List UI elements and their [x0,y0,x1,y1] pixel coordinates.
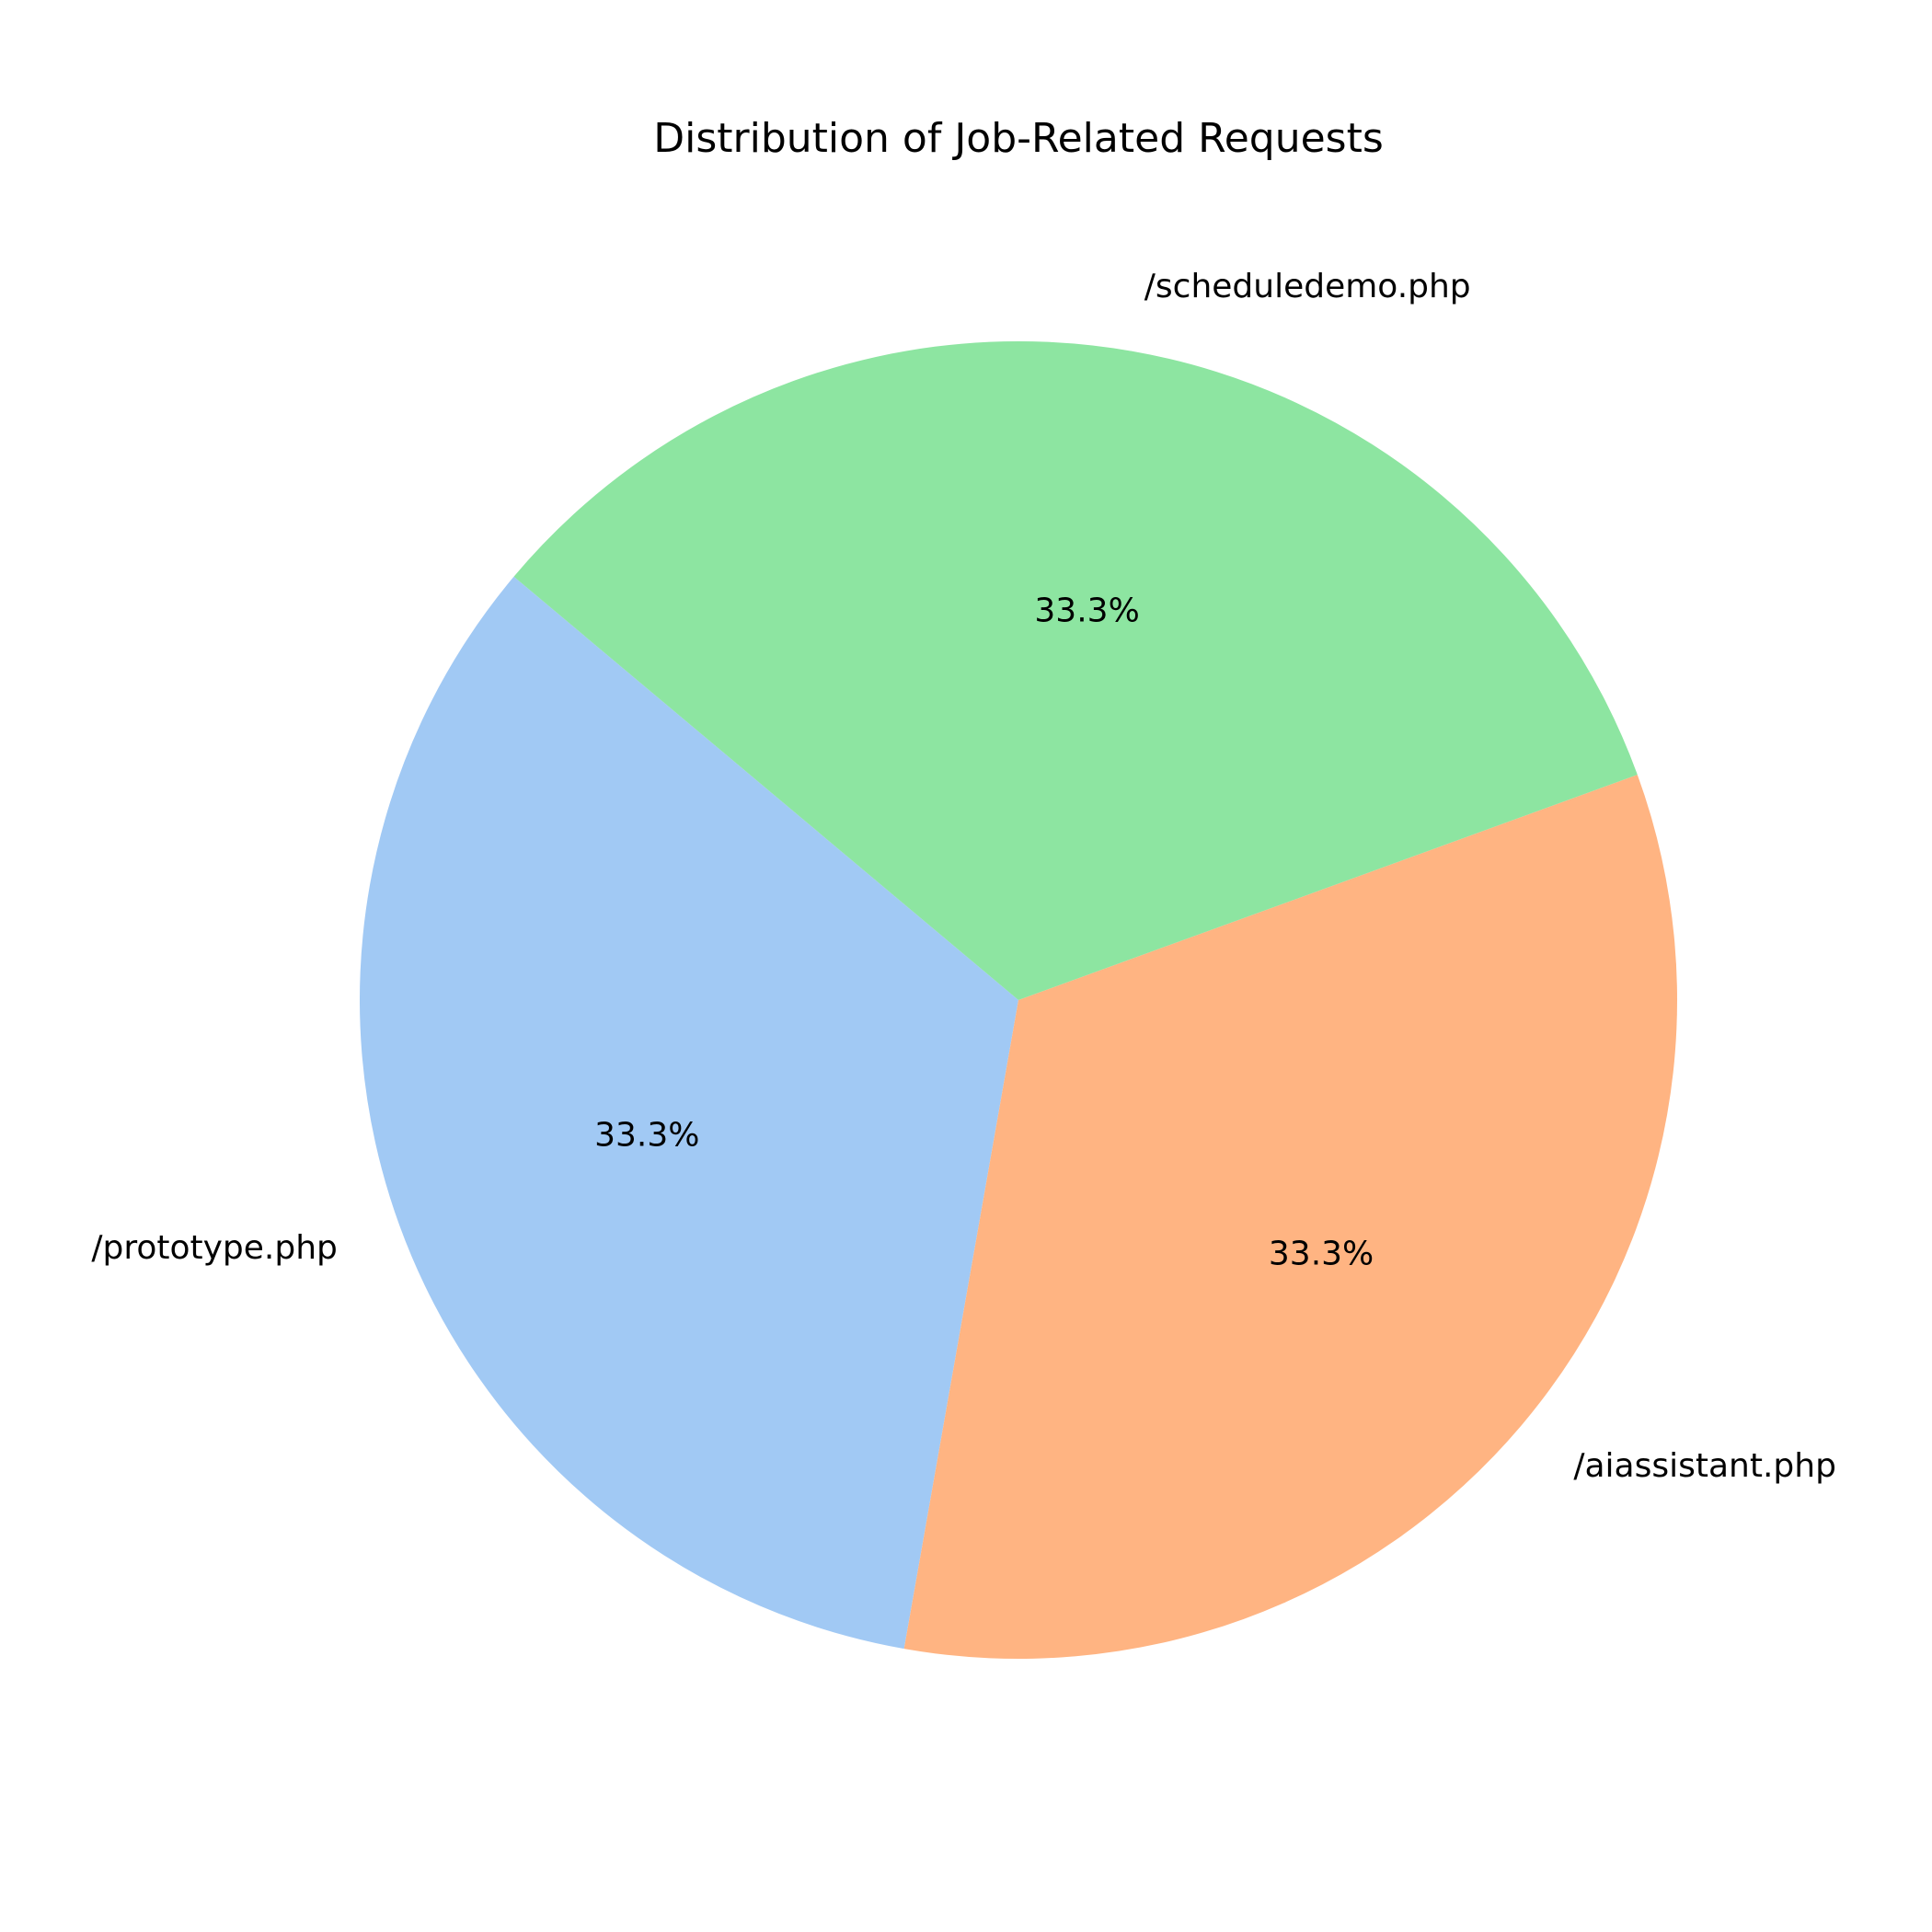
pie-slices [359,340,1678,1659]
pie-slice-scheduledemo-php [513,340,1638,1001]
pie-slice-prototype-php [359,576,1018,1650]
slice-percent-label: 33.3% [1034,592,1139,629]
pie-slice-aiassistant-php [903,775,1678,1659]
slice-category-label: /prototype.php [91,1229,338,1267]
slice-category-label: /aiassistant.php [1573,1447,1836,1485]
slice-percent-label: 33.3% [1269,1236,1374,1273]
slice-category-label: /scheduledemo.php [1144,268,1471,305]
pie-labels: 33.3% /prototype.php 33.3% /aiassistant.php… [91,268,1836,1485]
chart-title: Distribution of Job-Related Requests [653,115,1384,162]
slice-percent-label: 33.3% [594,1116,699,1154]
